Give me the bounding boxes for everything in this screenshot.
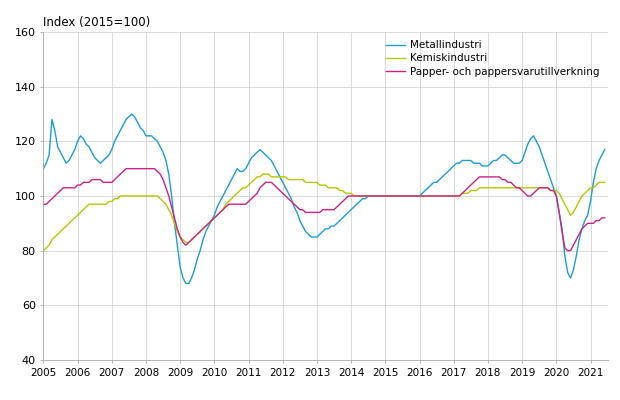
Papper- och pappersvarutillverkning xyxy=(113,174,121,179)
Line: Kemiskindustri: Kemiskindustri xyxy=(43,174,604,251)
Papper- och pappersvarutillverkning xyxy=(79,180,87,185)
Papper- och pappersvarutillverkning xyxy=(40,202,47,206)
Metallindustri xyxy=(40,166,47,171)
Metallindustri xyxy=(536,144,543,149)
Line: Papper- och pappersvarutillverkning: Papper- och pappersvarutillverkning xyxy=(43,169,604,251)
Metallindustri xyxy=(128,112,135,116)
Metallindustri xyxy=(182,281,190,286)
Kemiskindustri xyxy=(461,191,469,196)
Papper- och pappersvarutillverkning xyxy=(567,248,574,253)
Papper- och pappersvarutillverkning xyxy=(533,188,540,193)
Kemiskindustri xyxy=(601,180,608,185)
Line: Metallindustri: Metallindustri xyxy=(43,114,604,284)
Kemiskindustri xyxy=(259,172,267,176)
Papper- och pappersvarutillverkning xyxy=(601,216,608,220)
Legend: Metallindustri, Kemiskindustri, Papper- och pappersvarutillverkning: Metallindustri, Kemiskindustri, Papper- … xyxy=(383,37,603,80)
Kemiskindustri xyxy=(533,185,540,190)
Metallindustri xyxy=(567,276,574,280)
Papper- och pappersvarutillverkning xyxy=(461,188,469,193)
Kemiskindustri xyxy=(564,207,572,212)
Metallindustri xyxy=(113,134,121,138)
Papper- och pappersvarutillverkning xyxy=(122,166,130,171)
Metallindustri xyxy=(601,147,608,152)
Kemiskindustri xyxy=(40,248,47,253)
Kemiskindustri xyxy=(396,194,403,198)
Kemiskindustri xyxy=(79,207,87,212)
Papper- och pappersvarutillverkning xyxy=(396,194,403,198)
Kemiskindustri xyxy=(113,196,121,201)
Metallindustri xyxy=(399,194,406,198)
Papper- och pappersvarutillverkning xyxy=(564,248,572,253)
Metallindustri xyxy=(79,136,87,141)
Text: Index (2015=100): Index (2015=100) xyxy=(43,16,151,30)
Metallindustri xyxy=(464,158,472,163)
